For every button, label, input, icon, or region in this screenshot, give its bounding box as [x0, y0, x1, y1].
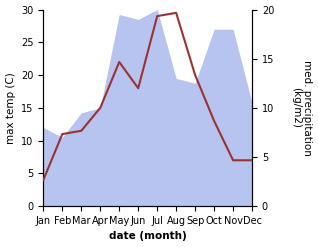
- Y-axis label: med. precipitation
(kg/m2): med. precipitation (kg/m2): [291, 60, 313, 156]
- X-axis label: date (month): date (month): [109, 231, 187, 242]
- Y-axis label: max temp (C): max temp (C): [5, 72, 16, 144]
